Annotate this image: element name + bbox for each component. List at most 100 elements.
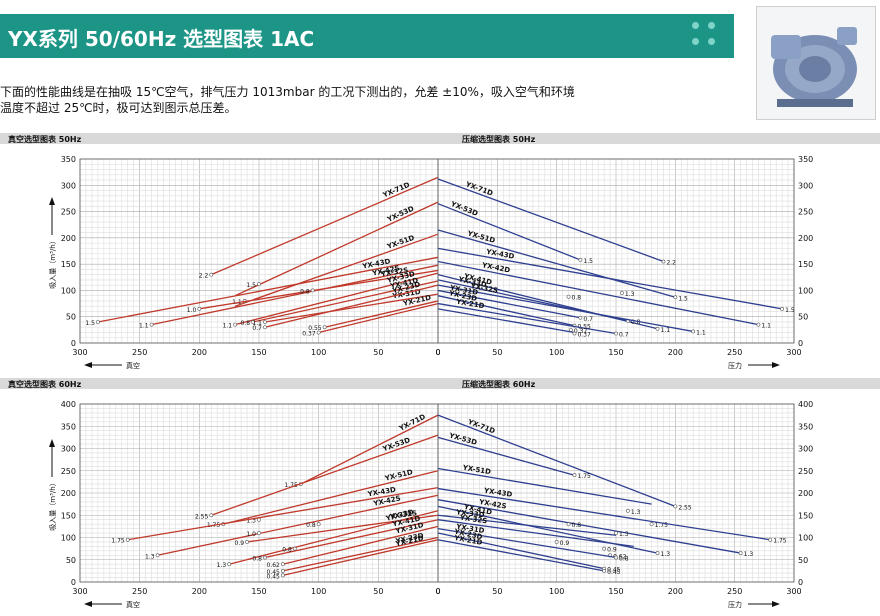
data-label: 1.1 bbox=[696, 329, 706, 336]
x-tick-label: 300 bbox=[72, 587, 87, 596]
data-label: 0.45 bbox=[267, 573, 281, 580]
y-axis-label: 吸入量（m³/h） bbox=[49, 479, 57, 530]
x-tick-label: 200 bbox=[192, 348, 207, 357]
x-tick-label: 250 bbox=[132, 587, 147, 596]
y-axis-label: 吸入量（m³/h） bbox=[49, 237, 57, 288]
x-tick-label: 200 bbox=[668, 587, 683, 596]
x-tick-label: 200 bbox=[192, 587, 207, 596]
y-tick-label: 300 bbox=[61, 181, 76, 190]
series-line bbox=[234, 233, 439, 307]
data-point bbox=[569, 327, 573, 332]
x-tick-label: 0 bbox=[435, 587, 440, 596]
data-label: 2.2 bbox=[199, 273, 209, 280]
blower-icon bbox=[757, 7, 875, 119]
y-axis-arrowhead bbox=[49, 197, 55, 205]
y-tick-label: 300 bbox=[61, 445, 76, 454]
data-point bbox=[257, 282, 261, 287]
series-line bbox=[437, 302, 617, 335]
series-line bbox=[234, 272, 439, 326]
y-tick-label: 0 bbox=[798, 578, 803, 587]
data-point bbox=[155, 553, 160, 558]
chart-title: 真空选型图表 50Hz bbox=[8, 134, 82, 144]
data-point bbox=[292, 546, 297, 551]
y-tick-label: 200 bbox=[61, 234, 76, 243]
dots-icon bbox=[692, 22, 720, 50]
x-tick-label: 50 bbox=[492, 348, 502, 357]
x-tick-label: 200 bbox=[668, 348, 683, 357]
series-line bbox=[324, 300, 439, 328]
data-label: 2.2 bbox=[666, 260, 676, 267]
data-point bbox=[649, 522, 654, 527]
chart-title-band bbox=[0, 378, 438, 389]
x-tick-label: 100 bbox=[311, 348, 326, 357]
series-line bbox=[151, 264, 439, 326]
y-tick-label: 250 bbox=[61, 467, 76, 476]
series-line bbox=[437, 260, 759, 326]
data-label: 0.55 bbox=[308, 325, 322, 332]
data-label: 1.1 bbox=[761, 323, 771, 330]
data-point bbox=[655, 551, 660, 555]
series-line bbox=[282, 536, 439, 572]
x-tick-label: 100 bbox=[549, 348, 564, 357]
data-label: 0.9 bbox=[560, 540, 570, 547]
data-label: 1.3 bbox=[619, 531, 629, 538]
page-title: YX系列 50/60Hz 选型图表 1AC bbox=[8, 27, 315, 51]
x-tick-label: 150 bbox=[251, 587, 266, 596]
series-name-label: YX-71D bbox=[464, 180, 494, 198]
data-point bbox=[572, 331, 577, 336]
data-label: 1.0 bbox=[246, 531, 256, 538]
data-label: 0.8 bbox=[282, 547, 292, 554]
series-name-label: YX-71D bbox=[466, 417, 496, 435]
data-point bbox=[280, 573, 285, 578]
data-label: 0.9 bbox=[235, 540, 245, 547]
data-label: 1.3 bbox=[631, 509, 641, 516]
data-point bbox=[263, 555, 267, 560]
series-line bbox=[157, 494, 439, 556]
series-line bbox=[437, 295, 575, 327]
x-tick-label: 100 bbox=[311, 587, 326, 596]
series-line bbox=[437, 514, 617, 536]
data-point bbox=[125, 537, 130, 542]
x-tick-label: 250 bbox=[727, 348, 742, 357]
x-axis-label: 真空 bbox=[126, 600, 140, 609]
data-label: 1.75 bbox=[655, 522, 669, 529]
data-label: 0.8 bbox=[572, 295, 582, 302]
chart-title: 压缩选型图表 50Hz bbox=[462, 134, 536, 144]
data-label: 0.8 bbox=[300, 288, 310, 295]
x-tick-label: 300 bbox=[786, 348, 801, 357]
series-name-label: YX-33D bbox=[455, 508, 485, 519]
x-axis-label: 真空 bbox=[126, 361, 140, 370]
y-tick-label: 350 bbox=[61, 155, 76, 164]
data-point bbox=[655, 326, 660, 331]
data-point bbox=[614, 531, 618, 535]
data-label: 0.9 bbox=[607, 547, 617, 554]
data-label: 1.3 bbox=[661, 551, 671, 558]
y-tick-label: 350 bbox=[61, 422, 76, 431]
data-label: 1.75 bbox=[284, 482, 298, 489]
x-tick-label: 250 bbox=[132, 348, 147, 357]
y-tick-label: 400 bbox=[61, 400, 76, 409]
data-label: 2.55 bbox=[678, 504, 692, 511]
x-tick-label: 150 bbox=[608, 587, 623, 596]
y-tick-label: 50 bbox=[798, 556, 808, 565]
description-line-1: 下面的性能曲线是在抽吸 15℃空气，排气压力 1013mbar 的工况下测出的，… bbox=[0, 85, 575, 99]
data-label: 1.3 bbox=[625, 291, 635, 298]
data-point bbox=[209, 513, 214, 518]
data-label: 0.45 bbox=[607, 569, 621, 576]
series-line bbox=[437, 247, 783, 310]
plot-frame bbox=[437, 403, 795, 583]
data-point bbox=[310, 288, 315, 293]
data-label: 0.45 bbox=[267, 569, 281, 576]
x-tick-label: 300 bbox=[72, 348, 87, 357]
y-tick-label: 350 bbox=[798, 155, 813, 164]
series-line bbox=[264, 293, 439, 323]
data-label: 1.5 bbox=[85, 320, 95, 327]
series-line bbox=[282, 525, 439, 565]
y-tick-label: 350 bbox=[798, 422, 813, 431]
y-tick-label: 50 bbox=[66, 556, 76, 565]
data-point bbox=[572, 473, 577, 478]
data-point bbox=[673, 504, 678, 509]
data-label: 1.5 bbox=[246, 282, 256, 289]
x-tick-label: 0 bbox=[435, 587, 440, 596]
y-tick-label: 400 bbox=[798, 400, 813, 409]
